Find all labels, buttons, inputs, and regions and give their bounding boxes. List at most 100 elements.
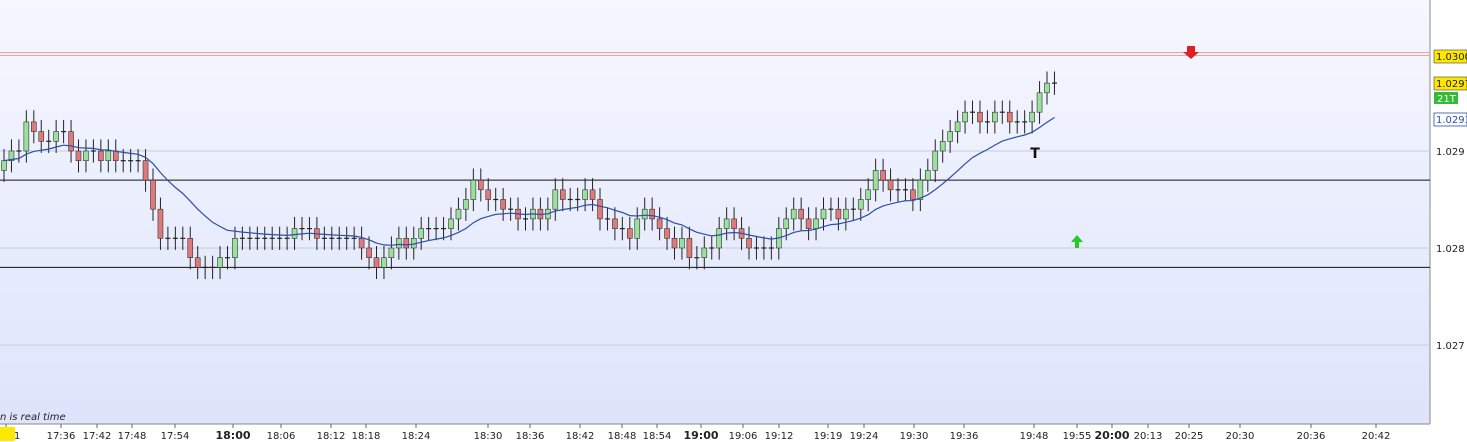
x-axis: 20:0117:3617:4217:4817:5418:0018:0618:12… <box>0 424 1390 442</box>
candle-body <box>559 189 566 200</box>
x-tick-label: 18:06 <box>267 431 296 442</box>
x-tick-label: 19:30 <box>900 431 929 442</box>
x-tick-label: 18:48 <box>608 431 637 442</box>
x-tick-label: 18:00 <box>215 429 250 442</box>
x-tick-label: 18:54 <box>643 431 672 442</box>
x-tick-label: 17:36 <box>47 431 76 442</box>
candle-body <box>977 111 983 123</box>
candle-body <box>947 131 953 142</box>
x-tick-label: 18:42 <box>566 431 595 442</box>
candle-body <box>716 228 723 249</box>
x-tick-label: 19:00 <box>683 429 718 442</box>
candle-body <box>388 247 395 258</box>
x-tick-label: 19:55 <box>1063 431 1092 442</box>
candle-body <box>217 257 223 268</box>
candle-body <box>813 218 819 229</box>
candle-body <box>641 208 648 220</box>
candle-body <box>843 208 849 220</box>
candle-body <box>98 150 104 161</box>
x-tick-label: 20:30 <box>1226 431 1255 442</box>
candle-body <box>403 238 410 249</box>
corner-time-badge <box>0 427 15 441</box>
candle-body <box>396 238 402 249</box>
candle-body <box>485 189 492 200</box>
candle-body <box>917 179 924 200</box>
resistance-price-badge <box>1433 49 1467 64</box>
candle-body <box>53 131 59 142</box>
y-tick-label: 1.027 <box>1436 341 1465 352</box>
candle-body <box>232 238 238 259</box>
candle-body <box>381 257 387 268</box>
x-tick-label: 18:30 <box>474 431 503 442</box>
candle-body <box>500 199 506 210</box>
y-tick-label: 1.029 <box>1436 147 1465 158</box>
resistance-price-label: 1.0300 <box>1436 52 1467 63</box>
x-tick-label: 17:48 <box>118 431 147 442</box>
candle-body <box>686 238 693 259</box>
up-arrow-icon <box>1071 235 1083 248</box>
candle-body <box>910 189 916 200</box>
x-tick-label: 19:24 <box>850 431 879 442</box>
x-tick-label: 18:18 <box>352 431 381 442</box>
candle-body <box>857 199 864 210</box>
candle-body <box>783 218 790 229</box>
candle-body <box>68 131 74 152</box>
candle-body <box>589 189 596 200</box>
candle-body <box>142 160 149 181</box>
candle-body <box>358 238 365 249</box>
y-axis: 1.029 1.028 1.027 1.0300 1.0297 21T 1.02… <box>1433 49 1467 352</box>
candle-body <box>992 111 998 123</box>
tick-count-label: 21T <box>1437 94 1457 105</box>
candle-body <box>880 170 886 181</box>
x-axis-panel <box>0 424 1467 442</box>
candle-body <box>1 160 7 171</box>
candle-body <box>30 121 37 132</box>
candle-body <box>150 179 156 210</box>
x-tick-label: 17:42 <box>83 431 112 442</box>
candle-body <box>634 218 641 239</box>
x-tick-label: 19:36 <box>950 431 979 442</box>
grid <box>0 150 1430 346</box>
candle-body <box>612 218 618 229</box>
candle-body <box>455 208 462 220</box>
candle-body <box>582 189 588 200</box>
y-axis-panel <box>1430 0 1467 424</box>
candle-body <box>679 238 685 249</box>
candle-body <box>477 179 484 191</box>
candle-body <box>872 170 879 191</box>
realtime-status: n is real time <box>0 412 66 423</box>
x-tick-label: 19:12 <box>765 431 794 442</box>
candle-body <box>671 238 678 249</box>
candles <box>1 71 1057 280</box>
x-tick-label: 17:54 <box>161 431 190 442</box>
candle-body <box>924 170 931 181</box>
candle-body <box>1036 92 1043 113</box>
candle-body <box>291 228 298 239</box>
moving-average-line <box>3 116 1055 246</box>
candle-body <box>448 218 454 229</box>
candle-body <box>701 247 708 258</box>
candle-body <box>187 238 194 259</box>
x-tick-label: 18:36 <box>516 431 545 442</box>
candle-body <box>932 150 939 171</box>
candle-body <box>798 208 804 220</box>
candle-body <box>373 257 380 268</box>
x-tick-label: 19:19 <box>814 431 843 442</box>
candle-body <box>1044 82 1050 94</box>
down-arrow-icon <box>1183 46 1199 59</box>
x-tick-label: 18:12 <box>317 431 346 442</box>
t-marker: T <box>1030 146 1040 162</box>
x-tick-label: 19:06 <box>729 431 758 442</box>
plot-background <box>0 0 1430 424</box>
candle-body <box>552 189 559 210</box>
candle-body <box>723 218 730 229</box>
candle-body <box>23 121 30 152</box>
candle-body <box>83 150 89 161</box>
candle-body <box>731 218 737 229</box>
x-tick-label: 19:48 <box>1020 431 1049 442</box>
candle-body <box>418 228 425 239</box>
candle-body <box>790 208 797 220</box>
candle-body <box>939 141 946 152</box>
